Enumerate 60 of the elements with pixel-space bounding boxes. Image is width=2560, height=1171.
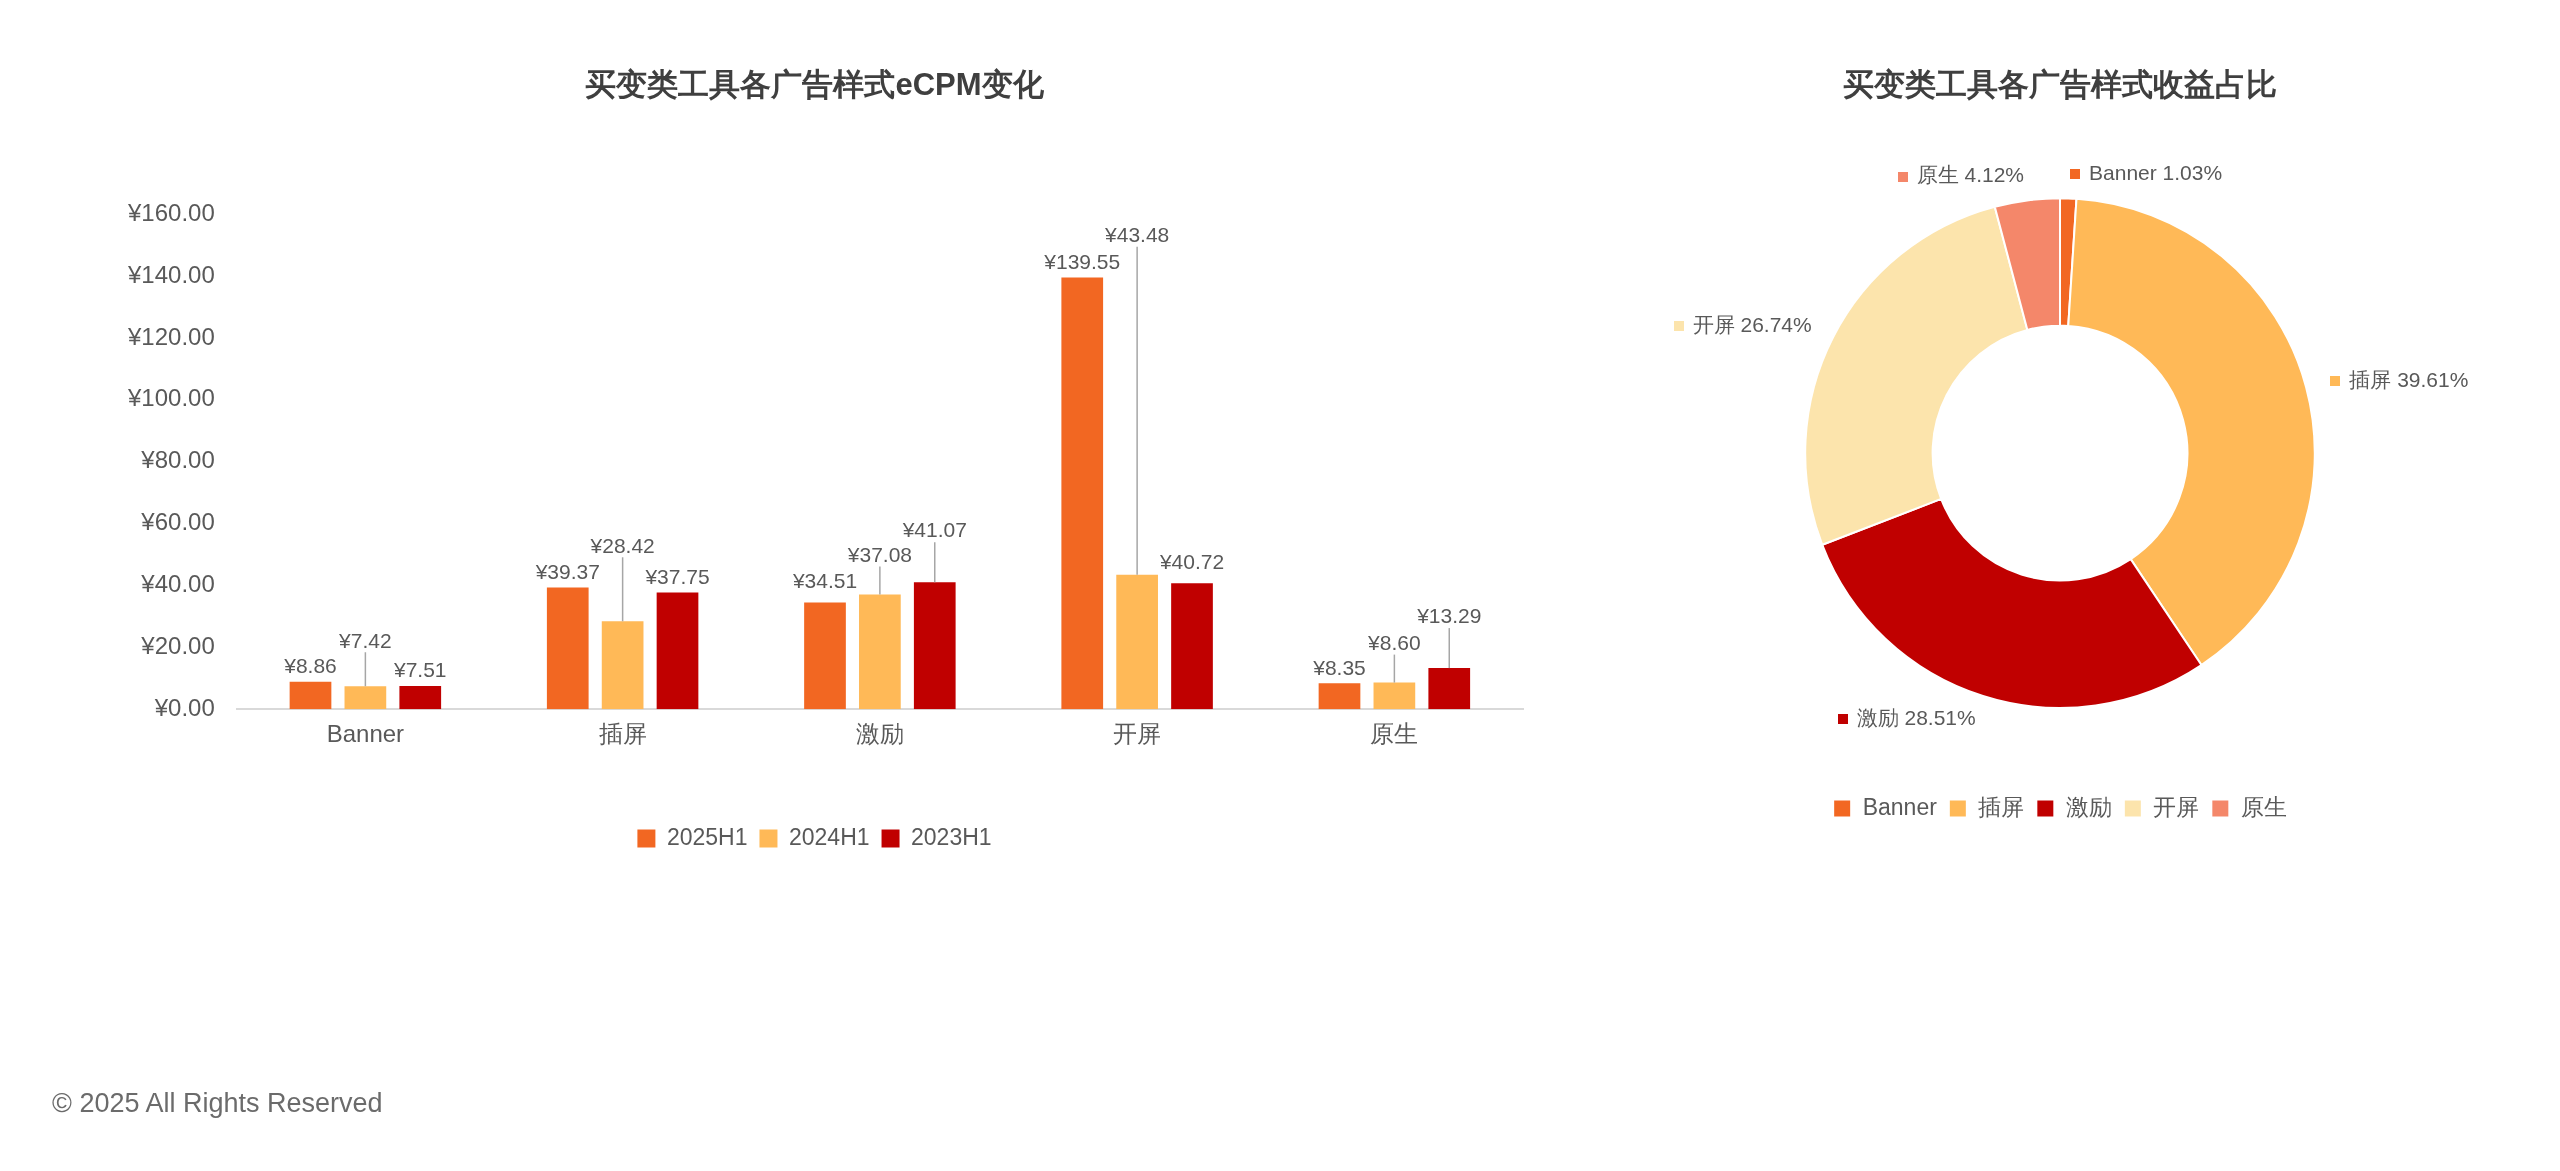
x-tick-label: Banner — [326, 720, 405, 748]
chart-title: 买变类工具各广告样式收益占比 — [1843, 67, 2277, 103]
category-label: Banner 1.03% — [2089, 161, 2223, 185]
bar — [546, 587, 589, 710]
bar — [1373, 682, 1416, 710]
legend-label: 插屏 — [1978, 793, 2025, 820]
y-tick-label: ¥60.00 — [140, 508, 215, 536]
data-label: ¥8.60 — [1367, 630, 1421, 654]
bar — [1116, 574, 1158, 710]
data-label: ¥13.29 — [1416, 604, 1482, 628]
y-tick-label: ¥80.00 — [140, 446, 215, 474]
x-tick-label: 原生 — [1370, 720, 1419, 748]
bar — [1428, 668, 1471, 710]
legend-label: 激励 — [2065, 793, 2112, 820]
legend-label: 开屏 — [2153, 793, 2200, 820]
bar — [1171, 583, 1213, 710]
bar — [804, 602, 846, 710]
data-label: ¥8.86 — [283, 654, 337, 678]
category-label: 开屏 26.74% — [1692, 313, 1812, 337]
data-label: ¥37.08 — [846, 542, 912, 566]
data-label: ¥41.07 — [901, 518, 967, 542]
bar — [913, 582, 956, 710]
chart-title: 买变类工具各广告样式eCPM变化 — [585, 67, 1045, 103]
y-tick-label: ¥140.00 — [126, 260, 215, 288]
bar — [399, 685, 442, 710]
x-tick-label: 插屏 — [598, 720, 647, 748]
bar — [656, 592, 699, 710]
y-tick-label: ¥160.00 — [126, 198, 215, 226]
bar — [1318, 683, 1361, 710]
y-tick-label: ¥20.00 — [140, 631, 215, 659]
y-tick-label: ¥0.00 — [153, 693, 215, 721]
y-tick-label: ¥40.00 — [140, 570, 215, 598]
bar — [1061, 277, 1104, 710]
category-label: 原生 4.12% — [1916, 163, 2025, 187]
data-label: ¥7.51 — [392, 658, 447, 682]
bar — [344, 686, 387, 710]
bar — [289, 681, 332, 710]
legend-label: 2024H1 — [788, 823, 870, 850]
data-label: ¥43.48 — [1104, 222, 1170, 246]
data-label: ¥40.72 — [1158, 549, 1225, 573]
data-label: ¥8.35 — [1312, 655, 1366, 679]
data-label: ¥7.42 — [338, 628, 392, 652]
x-tick-label: 开屏 — [1113, 720, 1162, 748]
data-label: ¥39.37 — [534, 559, 600, 583]
text: © 2025 All Rights Reserved — [52, 1088, 383, 1119]
legend-label: Banner — [1862, 793, 1938, 820]
category-label: 插屏 39.61% — [2349, 367, 2469, 391]
y-tick-label: ¥120.00 — [126, 322, 215, 350]
bar — [859, 594, 901, 710]
bar — [601, 621, 644, 710]
data-label: ¥139.55 — [1043, 249, 1121, 273]
y-tick-label: ¥100.00 — [126, 384, 215, 412]
data-label: ¥28.42 — [589, 533, 655, 557]
legend-label: 2023H1 — [911, 823, 992, 850]
legend-label: 原生 — [2240, 793, 2287, 820]
data-label: ¥37.75 — [644, 564, 710, 588]
category-label: 激励 28.51% — [1856, 705, 1976, 729]
x-tick-label: 激励 — [855, 720, 904, 748]
legend-label: 2025H1 — [666, 823, 748, 850]
data-label: ¥34.51 — [791, 568, 858, 592]
